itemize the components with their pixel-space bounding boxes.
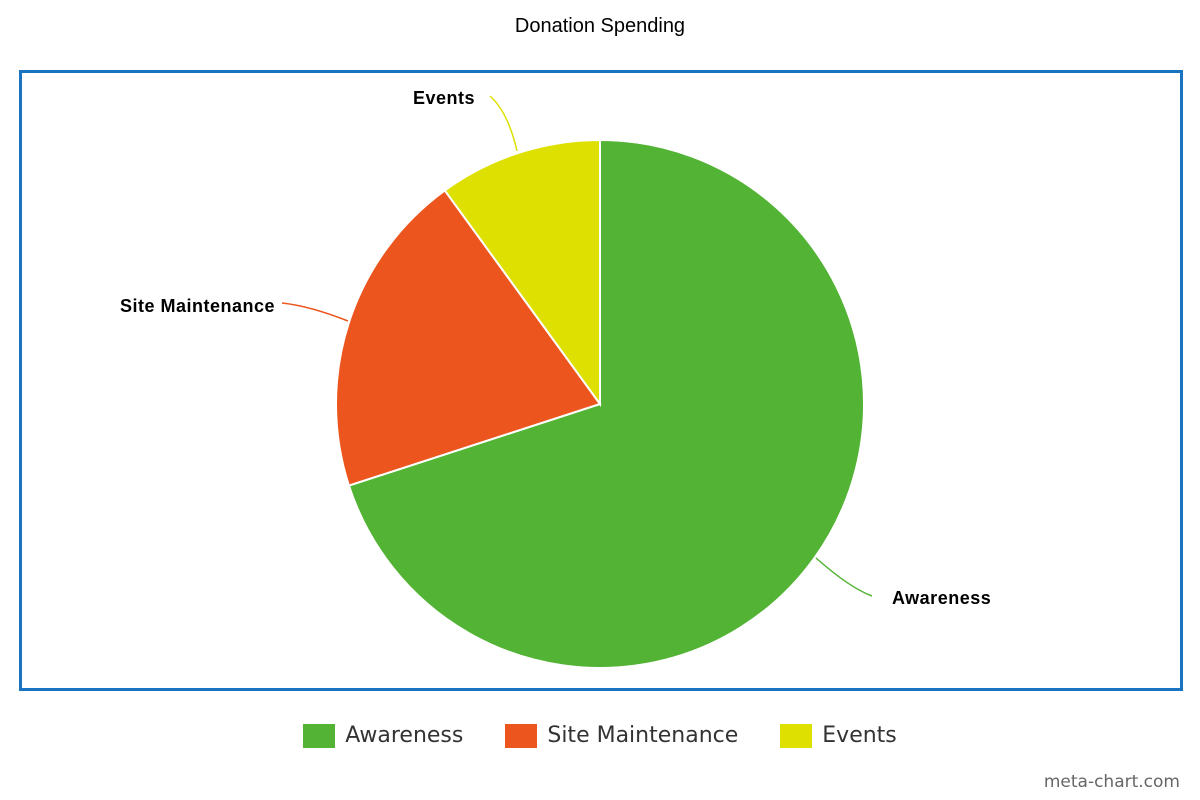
pie-slice-events[interactable]	[443, 138, 601, 408]
watermark: meta-chart.com	[1043, 772, 1180, 792]
pie-slice-awareness[interactable]	[347, 138, 865, 669]
connector-events	[489, 95, 518, 152]
pie-slice-site-maintenance[interactable]	[335, 189, 602, 487]
slice-label-site-maintenance: Site Maintenance	[120, 296, 275, 316]
legend-swatch-awareness	[303, 723, 336, 748]
legend-swatch-events	[780, 723, 813, 748]
legend-label-awareness: Awareness	[345, 723, 464, 748]
slice-label-events: Events	[413, 88, 475, 108]
legend-label-site-maintenance: Site Maintenance	[547, 723, 739, 748]
legend-item-awareness[interactable]: Awareness	[303, 723, 463, 748]
legend-swatch-site-maintenance	[505, 723, 538, 748]
chart-title: Donation Spending	[514, 15, 686, 37]
connector-awareness	[815, 557, 873, 597]
slice-label-awareness: Awareness	[892, 588, 991, 608]
legend-label-events: Events	[822, 723, 897, 748]
legend-item-events[interactable]: Events	[780, 723, 897, 748]
legend-item-site-maintenance[interactable]: Site Maintenance	[505, 723, 738, 748]
connector-site-maintenance	[281, 302, 349, 322]
plot-frame	[19, 70, 1183, 691]
legend: Awareness Site Maintenance Events	[0, 723, 1200, 748]
